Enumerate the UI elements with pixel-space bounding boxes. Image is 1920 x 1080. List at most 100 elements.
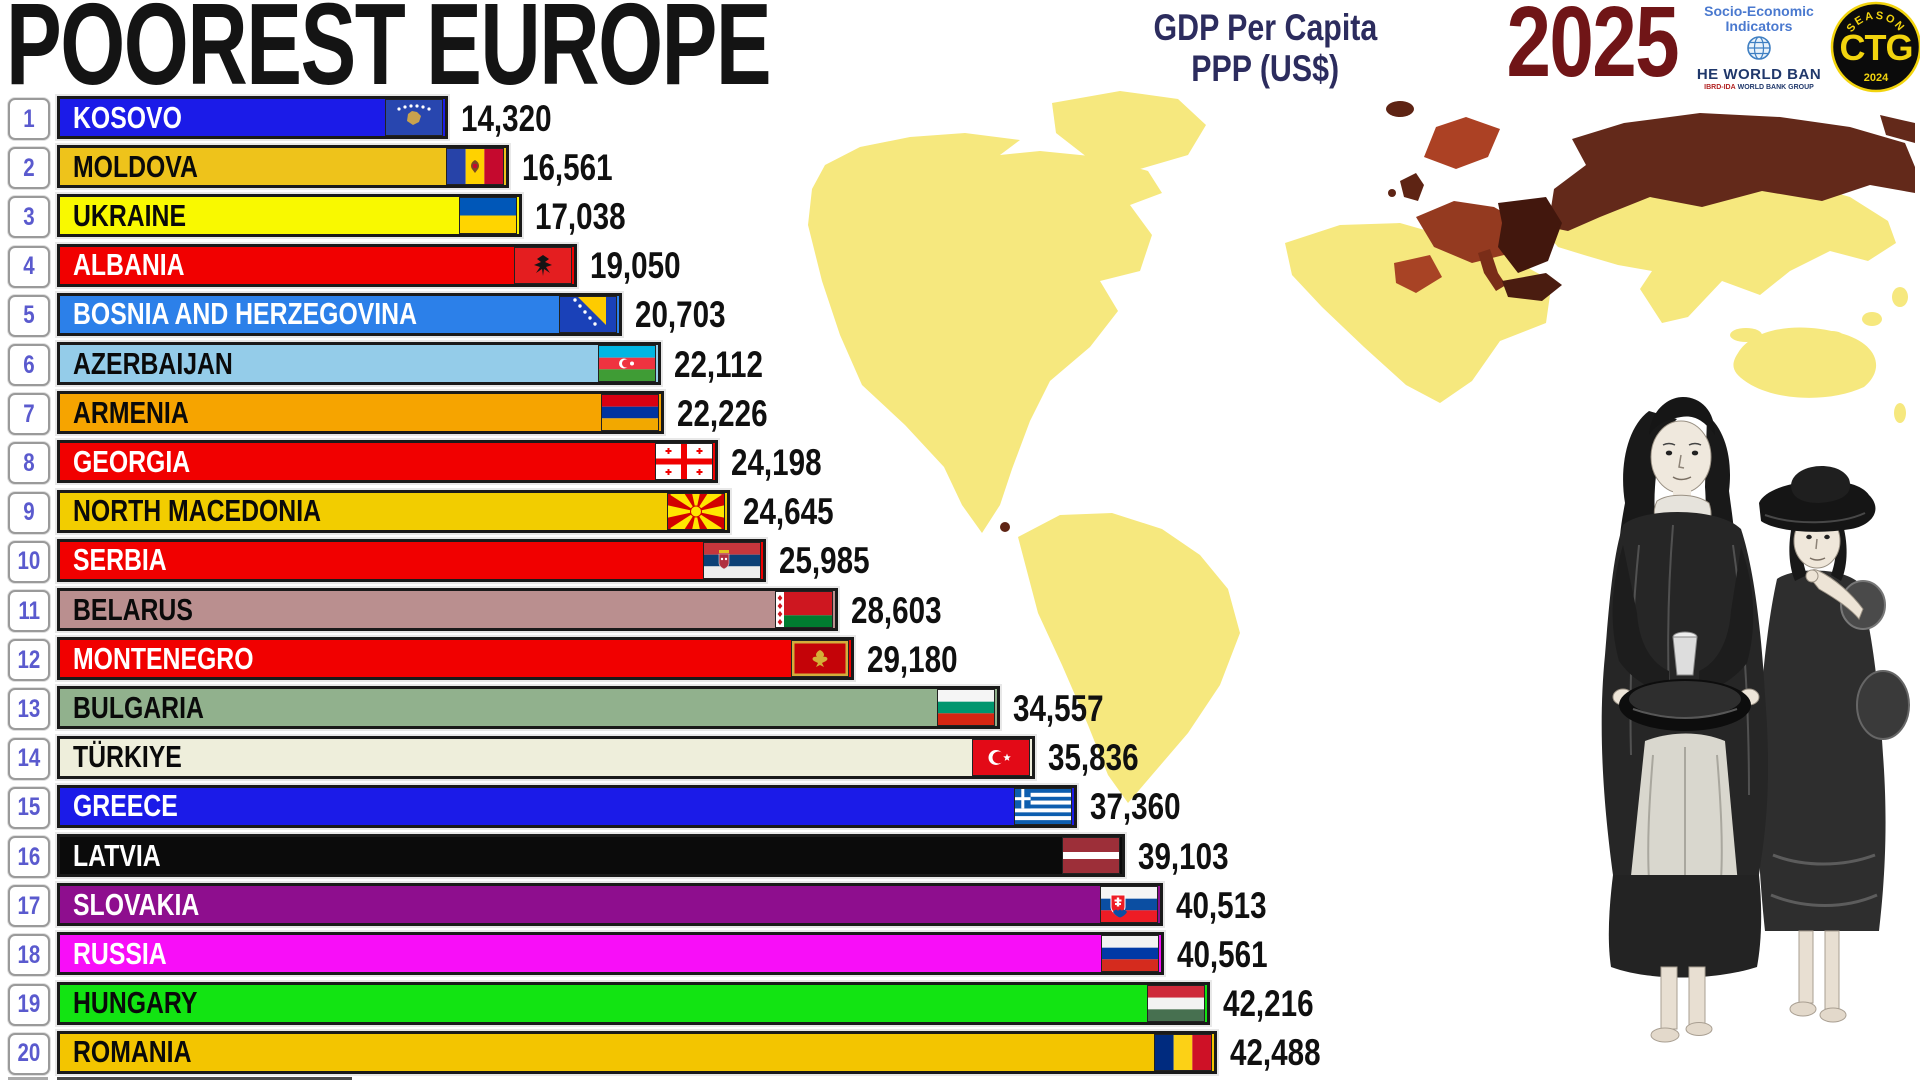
value-label: 19,050 — [590, 245, 681, 287]
rank-badge: 7 — [8, 393, 50, 436]
flag-bulgaria-icon — [937, 689, 995, 727]
rank-badge: 10 — [8, 540, 50, 583]
country-label: SERBIA — [73, 542, 167, 578]
flag-moldova-icon — [446, 148, 504, 186]
flag-kosovo-icon — [385, 99, 443, 136]
country-bar: SLOVAKIA — [57, 883, 1163, 927]
region-anatolia — [1502, 273, 1562, 301]
country-bar: MONTENEGRO — [57, 637, 854, 681]
country-bar: HUNGARY — [57, 981, 1210, 1025]
country-label: MOLDOVA — [73, 148, 198, 184]
next-row-sliver — [57, 1077, 352, 1080]
next-row-sliver — [8, 1077, 48, 1080]
rank-number: 19 — [17, 990, 41, 1019]
rank-number: 2 — [23, 153, 35, 182]
flag-azerbaijan-icon — [598, 345, 656, 382]
rank-badge: 19 — [8, 983, 50, 1026]
country-bar: KOSOVO — [57, 96, 448, 139]
region-russia — [1548, 113, 1915, 231]
country-bar: BULGARIA — [57, 686, 1000, 730]
continent-asia — [1546, 171, 1896, 323]
rank-number: 8 — [23, 448, 35, 477]
country-bar: NORTH MACEDONIA — [57, 481, 730, 542]
rank-number: 20 — [17, 1039, 41, 1068]
region-british-isles — [1400, 173, 1424, 201]
value-label: 42,216 — [1223, 983, 1314, 1025]
country-label: BELARUS — [73, 591, 193, 627]
rank-badge: 1 — [8, 98, 50, 140]
country-bar: UKRAINE — [57, 194, 522, 238]
rank-badge: 9 — [8, 491, 50, 534]
map-dot-south-america — [1000, 522, 1010, 532]
rank-badge: 2 — [8, 147, 50, 190]
continent-greenland — [1052, 91, 1206, 169]
badge-bottom-text: 2024 — [1864, 72, 1889, 84]
rank-number: 10 — [17, 547, 41, 576]
value-label: 35,836 — [1048, 737, 1139, 779]
continents-default — [808, 91, 1908, 803]
rank-badge: 13 — [8, 688, 50, 731]
rank-number: 1 — [23, 104, 35, 133]
metric-label: GDP Per Capita PPP (US$) — [1105, 7, 1425, 89]
country-label: BOSNIA AND HERZEGOVINA — [73, 296, 418, 332]
rank-number: 3 — [23, 202, 35, 231]
country-label: GEORGIA — [73, 443, 191, 479]
country-bar: SERBIA — [57, 538, 766, 582]
rank-badge: 8 — [8, 442, 50, 485]
value-label: 29,180 — [867, 638, 958, 680]
country-bar: MOLDOVA — [57, 145, 509, 189]
value-label: 28,603 — [851, 589, 942, 631]
country-label: ARMENIA — [73, 394, 189, 430]
rank-badge: 3 — [8, 196, 50, 239]
rank-number: 5 — [23, 301, 35, 330]
rank-number: 12 — [17, 645, 41, 674]
flag-georgia-icon — [655, 443, 713, 481]
flag-bosnia-icon — [559, 295, 617, 333]
world-map — [808, 91, 1915, 803]
country-bar: LATVIA — [57, 834, 1125, 877]
rank-badge: 11 — [8, 590, 50, 632]
value-label: 25,985 — [779, 540, 870, 582]
country-bar: ALBANIA — [57, 243, 577, 287]
country-label: GREECE — [73, 788, 178, 824]
country-bar: TÜRKIYE — [57, 735, 1035, 779]
value-label: 42,488 — [1230, 1032, 1321, 1074]
metric-line1: GDP Per Capita — [1153, 7, 1377, 48]
continent-australia — [1733, 327, 1877, 398]
child-with-bowl — [1601, 397, 1769, 1043]
region-iceland — [1386, 101, 1414, 117]
worldbank-logo: Socio-Economic Indicators HE WORLD BAN I… — [1688, 4, 1830, 91]
rank-number: 14 — [17, 744, 41, 773]
rank-badge: 6 — [8, 344, 50, 386]
country-label: LATVIA — [73, 837, 161, 873]
rank-badge: 18 — [8, 934, 50, 977]
rank-number: 15 — [17, 793, 41, 822]
country-label: AZERBAIJAN — [73, 345, 233, 381]
flag-albania-icon — [514, 246, 572, 284]
globe-icon — [1747, 36, 1771, 61]
badge-center-text: CTG — [1840, 27, 1913, 68]
value-label: 40,561 — [1177, 933, 1268, 975]
rank-number: 11 — [18, 596, 40, 625]
rank-number: 7 — [23, 399, 35, 428]
country-bar: GREECE — [57, 784, 1077, 828]
flag-russia-icon — [1101, 935, 1159, 973]
rank-number: 16 — [17, 842, 41, 871]
rank-badge: 12 — [8, 639, 50, 682]
indicators-label-line1: Socio-Economic — [1704, 3, 1814, 19]
flag-ukraine-icon — [459, 197, 517, 235]
flag-slovakia-icon — [1100, 886, 1158, 924]
country-label: MONTENEGRO — [73, 640, 254, 676]
region-scandinavia — [1424, 117, 1500, 169]
indicators-label-line2: Indicators — [1725, 17, 1793, 34]
value-label: 24,198 — [731, 441, 822, 483]
region-west-europe — [1416, 201, 1522, 263]
country-bar: BELARUS — [57, 588, 838, 631]
ctg-season-badge: SEASON CTG 2024 — [1830, 1, 1920, 93]
year-label: 2025 — [1506, 0, 1680, 98]
region-highlighted-europe — [1000, 101, 1915, 532]
value-label: 24,645 — [743, 491, 834, 533]
rank-badge: 20 — [8, 1032, 50, 1075]
